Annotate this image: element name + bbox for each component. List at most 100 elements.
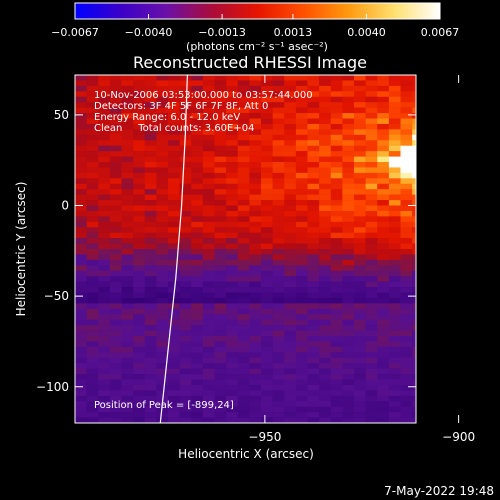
heatmap-cell <box>249 346 262 353</box>
heatmap-cell <box>330 243 343 250</box>
heatmap-cell <box>330 319 343 326</box>
heatmap-cell <box>272 118 285 125</box>
heatmap-cell <box>156 80 169 87</box>
heatmap-cell <box>75 118 87 125</box>
heatmap-cell <box>86 308 99 315</box>
heatmap-cell <box>168 210 180 217</box>
heatmap-cell <box>214 417 227 423</box>
heatmap-cell <box>237 167 250 174</box>
heatmap-cell <box>377 341 390 348</box>
heatmap-cell <box>144 417 157 423</box>
heatmap-cell <box>342 227 355 233</box>
heatmap-cell <box>191 172 204 179</box>
heatmap-cell <box>133 276 146 282</box>
heatmap-cell <box>284 281 297 288</box>
heatmap-cell <box>179 178 192 185</box>
heatmap-cell <box>156 75 169 81</box>
heatmap-cell <box>86 281 99 288</box>
heatmap-cell <box>237 102 250 108</box>
heatmap-cell <box>214 156 227 163</box>
info-block: 10-Nov-2006 03:53:00.000 to 03:57:44.000… <box>94 90 313 134</box>
heatmap-cell <box>144 156 157 163</box>
heatmap-cell <box>98 156 111 163</box>
heatmap-cell <box>237 216 250 223</box>
heatmap-cell <box>365 216 378 223</box>
heatmap-cell <box>330 238 343 244</box>
heatmap-cell <box>156 319 169 326</box>
heatmap-cell <box>202 189 215 195</box>
heatmap-cell <box>330 390 343 397</box>
heatmap-cell <box>191 292 204 299</box>
heatmap-cell <box>179 259 192 266</box>
heatmap-cell <box>354 113 366 119</box>
heatmap-cell <box>121 238 134 244</box>
heatmap-cell <box>121 194 134 201</box>
heatmap-cell <box>75 249 87 255</box>
heatmap-cell <box>168 379 180 386</box>
heatmap-cell <box>133 172 146 179</box>
heatmap-cell <box>109 91 122 98</box>
heatmap-cell <box>121 395 134 402</box>
heatmap-cell <box>156 287 169 293</box>
heatmap-cell <box>86 319 99 326</box>
heatmap-cell <box>144 308 157 315</box>
heatmap-cell <box>98 216 111 223</box>
heatmap-cell <box>354 276 366 282</box>
heatmap-cell <box>144 102 157 108</box>
heatmap-cell <box>249 363 262 369</box>
heatmap-cell <box>202 308 215 315</box>
heatmap-cell <box>191 189 204 195</box>
heatmap-cell <box>121 374 134 380</box>
heatmap-cell <box>388 287 401 293</box>
heatmap-cell <box>388 390 401 397</box>
heatmap-cell <box>307 417 320 423</box>
heatmap-cell <box>156 91 169 98</box>
heatmap-cell <box>261 297 273 304</box>
heatmap-cell <box>98 178 111 185</box>
heatmap-cell <box>144 96 157 103</box>
heatmap-cell <box>377 297 390 304</box>
heatmap-cell <box>179 232 192 239</box>
heatmap-cell <box>295 390 308 397</box>
heatmap-cell <box>202 254 215 261</box>
heatmap-cell <box>284 151 297 157</box>
heatmap-cell <box>86 140 99 146</box>
heatmap-cell <box>86 276 99 282</box>
heatmap-cell <box>226 200 239 206</box>
heatmap-cell <box>75 123 87 130</box>
heatmap-cell <box>121 314 134 320</box>
heatmap-cell <box>354 281 366 288</box>
heatmap-cell <box>214 232 227 239</box>
heatmap-cell <box>284 259 297 266</box>
heatmap-cell <box>214 96 227 103</box>
heatmap-cell <box>400 140 413 146</box>
heatmap-cell <box>412 384 416 391</box>
heatmap-cell <box>295 221 308 228</box>
heatmap-cell <box>191 406 204 413</box>
heatmap-cell <box>249 123 262 130</box>
heatmap-cell <box>295 178 308 185</box>
heatmap-cell <box>202 363 215 369</box>
heatmap-cell <box>168 330 180 337</box>
heatmap-cell <box>295 183 308 190</box>
heatmap-cell <box>75 221 87 228</box>
heatmap-cell <box>98 352 111 359</box>
heatmap-cell <box>388 75 401 81</box>
heatmap-cell <box>388 374 401 380</box>
heatmap-cell <box>261 96 273 103</box>
heatmap-cell <box>284 107 297 114</box>
heatmap-cell <box>191 303 204 310</box>
heatmap-cell <box>109 379 122 386</box>
heatmap-cell <box>330 75 343 81</box>
heatmap-cell <box>307 346 320 353</box>
heatmap-cell <box>319 357 332 364</box>
heatmap-cell <box>388 336 401 342</box>
heatmap-cell <box>354 140 366 146</box>
heatmap-cell <box>307 292 320 299</box>
heatmap-cell <box>237 189 250 195</box>
heatmap-cell <box>388 243 401 250</box>
heatmap-cell <box>133 319 146 326</box>
heatmap-cell <box>377 379 390 386</box>
heatmap-cell <box>284 232 297 239</box>
heatmap-cell <box>295 417 308 423</box>
